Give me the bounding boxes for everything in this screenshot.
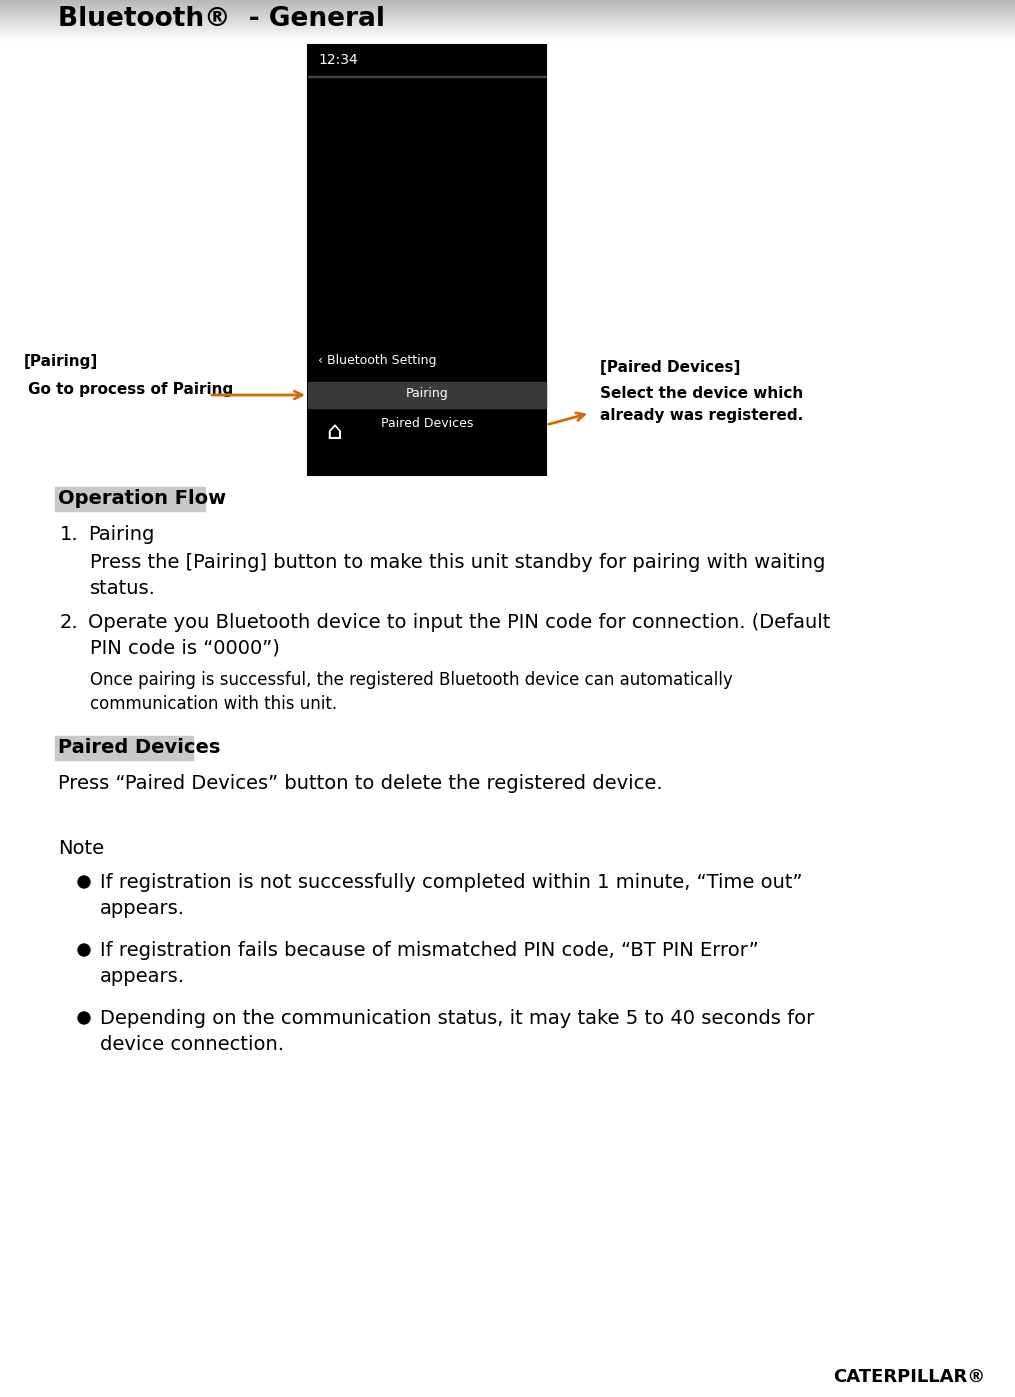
Text: communication with this unit.: communication with this unit. [90, 694, 337, 712]
Text: Paired Devices: Paired Devices [58, 738, 220, 757]
Text: If registration is not successfully completed within 1 minute, “Time out”: If registration is not successfully comp… [100, 873, 803, 893]
Text: Note: Note [58, 840, 105, 858]
Text: [Pairing]: [Pairing] [24, 353, 98, 369]
Text: Once pairing is successful, the registered Bluetooth device can automatically: Once pairing is successful, the register… [90, 671, 733, 689]
Text: 1.: 1. [60, 525, 78, 543]
Text: 2.: 2. [60, 613, 78, 631]
Text: Depending on the communication status, it may take 5 to 40 seconds for: Depending on the communication status, i… [100, 1009, 814, 1028]
Text: If registration fails because of mismatched PIN code, “BT PIN Error”: If registration fails because of mismatc… [100, 942, 759, 960]
Bar [55, 736, 193, 760]
Text: PIN code is “0000”): PIN code is “0000”) [90, 638, 280, 658]
Text: Bluetooth®  - General: Bluetooth® - General [58, 6, 385, 32]
Text: Paired Devices: Paired Devices [381, 416, 473, 430]
Text: Press the [Pairing] button to make this unit standby for pairing with waiting: Press the [Pairing] button to make this … [90, 553, 825, 571]
Text: device connection.: device connection. [100, 1035, 284, 1053]
Text: ⌂: ⌂ [326, 420, 342, 444]
Text: ‹ Bluetooth Setting: ‹ Bluetooth Setting [318, 353, 436, 367]
Text: CATERPILLAR®: CATERPILLAR® [832, 1368, 985, 1386]
Text: status.: status. [90, 578, 156, 598]
Text: Pairing: Pairing [88, 525, 154, 543]
Text: Select the device which: Select the device which [600, 386, 803, 401]
Text: Pairing: Pairing [406, 387, 449, 400]
Text: already was registered.: already was registered. [600, 408, 803, 423]
Text: 12:34: 12:34 [318, 53, 357, 67]
Bar [55, 488, 205, 511]
Text: Go to process of Pairing: Go to process of Pairing [28, 381, 233, 397]
Text: [Paired Devices]: [Paired Devices] [600, 360, 740, 374]
Circle shape [78, 944, 90, 956]
Bar [590, 348, 820, 443]
Text: appears.: appears. [100, 900, 185, 918]
Bar [308, 381, 546, 408]
Bar [308, 45, 546, 475]
Circle shape [78, 876, 90, 888]
Text: appears.: appears. [100, 967, 185, 986]
Text: Press “Paired Devices” button to delete the registered device.: Press “Paired Devices” button to delete … [58, 774, 663, 793]
Text: Operation Flow: Operation Flow [58, 489, 226, 509]
Bar [14, 339, 209, 427]
Circle shape [78, 1011, 90, 1024]
Text: Operate you Bluetooth device to input the PIN code for connection. (Default: Operate you Bluetooth device to input th… [88, 613, 830, 631]
